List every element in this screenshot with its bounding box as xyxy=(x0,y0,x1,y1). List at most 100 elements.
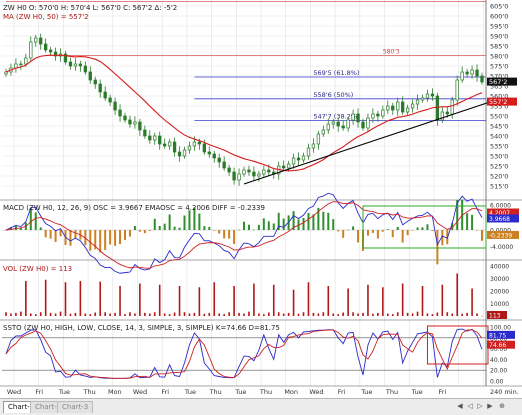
macd-histogram-bar xyxy=(402,230,404,243)
candle xyxy=(94,80,97,84)
macd-histogram-bar xyxy=(407,230,409,235)
volume-bar xyxy=(313,313,315,316)
macd-histogram-bar xyxy=(69,230,71,246)
volume-bar xyxy=(204,314,206,316)
volume-bar xyxy=(268,313,270,317)
volume-bar xyxy=(456,274,458,317)
volume-bar xyxy=(149,314,151,317)
candle xyxy=(317,134,320,144)
candle xyxy=(233,172,236,180)
candle xyxy=(332,122,335,124)
macd-histogram-bar xyxy=(471,215,473,230)
macd-histogram-bar xyxy=(337,230,339,231)
macd-histogram-bar xyxy=(303,218,305,230)
x-axis-label: Mon xyxy=(284,388,298,396)
x-axis-label: Tue xyxy=(184,388,196,396)
volume-bar xyxy=(377,313,379,316)
volume-bar xyxy=(258,314,260,317)
candle xyxy=(322,130,325,134)
volume-bar xyxy=(65,282,67,316)
x-axis-label: Fri xyxy=(161,388,169,396)
price-tick-label: 575'0 xyxy=(490,63,508,71)
volume-bar xyxy=(50,313,52,316)
candle xyxy=(282,166,285,168)
candle xyxy=(203,144,206,152)
macd-histogram-bar xyxy=(114,230,116,246)
macd-tick-label: -4.0000 xyxy=(490,244,513,251)
candle xyxy=(337,122,340,126)
candle xyxy=(451,100,454,114)
price-tick-label: 530'0 xyxy=(490,153,508,161)
volume-bar xyxy=(318,314,320,317)
macd-histogram-bar xyxy=(40,227,42,230)
ma-info-line: MA (ZW H0, 50) = 557'2 xyxy=(3,13,89,21)
volume-bar xyxy=(109,314,111,317)
candle xyxy=(198,142,201,144)
macd-histogram-bar xyxy=(382,230,384,232)
macd-histogram-bar xyxy=(233,230,235,244)
volume-bar xyxy=(248,312,250,316)
candle xyxy=(362,122,365,128)
volume-bar xyxy=(243,314,245,317)
scroll-forward-icon[interactable]: ▷ xyxy=(476,401,484,411)
candle xyxy=(382,110,385,116)
volume-bar xyxy=(412,314,414,317)
price-tick-label: 600'0 xyxy=(490,13,508,21)
volume-tick-label: 40000 xyxy=(490,264,509,271)
stochastic-tick-label: 100.00 xyxy=(490,325,511,332)
volume-bar xyxy=(466,313,468,316)
scroll-first-icon[interactable]: ◀ xyxy=(456,401,464,411)
candle xyxy=(263,170,266,174)
candle xyxy=(481,76,484,82)
candle xyxy=(406,108,409,112)
volume-bar xyxy=(337,314,339,316)
zoom-icon[interactable]: ⊕ xyxy=(498,401,506,411)
candle xyxy=(377,114,380,116)
volume-info-line: VOL (ZW H0) = 113 xyxy=(3,265,72,273)
volume-readout-text: 113 xyxy=(489,313,501,320)
x-axis-label: Wed xyxy=(133,388,147,396)
volume-bar xyxy=(233,286,235,316)
macd-histogram-bar xyxy=(367,230,369,236)
price-info-line: ZW H0 O: 570'0 H: 570'4 L: 567'0 C: 567'… xyxy=(3,4,177,12)
macd-histogram-bar xyxy=(55,230,57,242)
macd-histogram-bar xyxy=(99,230,101,252)
volume-bar xyxy=(461,314,463,316)
candle xyxy=(134,122,137,124)
stochastic-tick-label: 40.00 xyxy=(490,357,507,364)
tab-chart-3[interactable]: Chart-3 xyxy=(57,401,93,413)
candle xyxy=(193,142,196,146)
candle xyxy=(29,42,32,58)
macd-histogram-bar xyxy=(436,230,438,264)
volume-bar xyxy=(476,314,478,317)
volume-bar xyxy=(442,285,444,316)
volume-bar xyxy=(397,312,399,316)
chart-canvas[interactable]: 605'0600'0595'0590'0585'0580'0575'0570'0… xyxy=(0,0,522,398)
macd-histogram-bar xyxy=(89,230,91,251)
candle xyxy=(401,102,404,112)
candle xyxy=(173,142,176,152)
macd-histogram-bar xyxy=(327,213,329,230)
volume-bar xyxy=(199,287,201,316)
volume-bar xyxy=(70,314,72,316)
candle xyxy=(218,158,221,162)
price-tick-label: 545'0 xyxy=(490,123,508,131)
scroll-last-icon[interactable]: ▶ xyxy=(486,401,494,411)
volume-bar xyxy=(238,313,240,316)
candle xyxy=(466,72,469,74)
candle xyxy=(327,124,330,130)
macd-histogram-bar xyxy=(253,230,255,231)
scroll-back-icon[interactable]: ◁ xyxy=(466,401,474,411)
candle xyxy=(297,158,300,160)
volume-bar xyxy=(45,280,47,316)
volume-bar xyxy=(40,312,42,316)
macd-histogram-bar xyxy=(139,230,141,232)
macd-histogram-bar xyxy=(164,224,166,230)
x-axis-label: Fri xyxy=(439,388,447,396)
x-axis-label: Fri xyxy=(338,388,346,396)
macd-histogram-bar xyxy=(149,230,151,231)
macd-histogram-bar xyxy=(124,230,126,240)
candle xyxy=(139,122,142,130)
volume-bar xyxy=(30,314,32,317)
macd-histogram-bar xyxy=(144,230,146,233)
